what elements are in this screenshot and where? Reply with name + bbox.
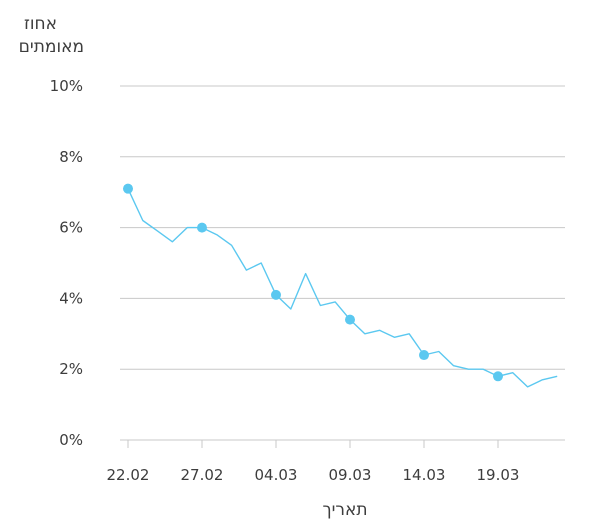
x-tick-label: 27.02 (181, 466, 224, 484)
data-point-marker (271, 289, 281, 300)
y-axis-ticks: 0% 2% 4% 6% 8% 10% (50, 77, 83, 449)
y-tick-label: 8% (59, 148, 83, 166)
data-point-marker (123, 183, 133, 194)
x-axis-ticks: 22.02 27.02 04.03 09.03 14.03 19.03 (107, 440, 520, 484)
data-point-marker (419, 350, 429, 361)
plot-area (123, 183, 558, 388)
y-tick-label: 4% (59, 289, 83, 307)
x-axis-title: תאריך (322, 500, 367, 520)
x-tick-label: 22.02 (107, 466, 150, 484)
x-tick-label: 04.03 (255, 466, 298, 484)
y-tick-label: 10% (50, 77, 83, 95)
y-axis-title-line-1: אחוז (24, 14, 57, 34)
gridlines (120, 85, 565, 441)
y-axis-title-line-2: מאומתים (19, 37, 84, 57)
y-tick-label: 0% (59, 431, 83, 449)
data-point-marker (197, 222, 207, 233)
y-tick-label: 6% (59, 219, 83, 237)
data-point-marker (493, 371, 503, 382)
x-tick-label: 09.03 (329, 466, 372, 484)
series-line (127, 188, 558, 388)
y-tick-label: 2% (59, 360, 83, 378)
x-tick-label: 19.03 (477, 466, 520, 484)
y-axis-title: אחוז מאומתים (19, 14, 84, 57)
data-point-marker (345, 314, 355, 325)
x-tick-label: 14.03 (403, 466, 446, 484)
